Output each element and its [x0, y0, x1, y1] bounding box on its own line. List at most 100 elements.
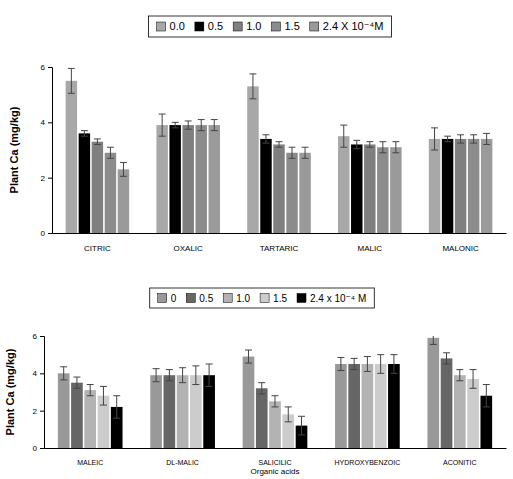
legend-swatch — [157, 22, 166, 31]
chart: 0246CITRICOXALICTARTARICMALICMALONICPlan… — [8, 16, 507, 253]
error-bar-cap — [392, 141, 399, 142]
error-bar-cap — [211, 130, 218, 131]
bar — [247, 86, 258, 233]
error-bar-cap — [206, 364, 213, 365]
error-bar-cap — [245, 350, 252, 351]
category-label: CITRIC — [84, 244, 111, 253]
error-bar-cap — [444, 141, 451, 142]
error-bar-stem — [214, 120, 215, 131]
tick-label: 6 — [41, 63, 46, 72]
error-bar-stem — [201, 120, 202, 131]
tick: 0 — [33, 444, 44, 453]
error-bar-stem — [188, 121, 189, 129]
error-bar-stem — [265, 135, 266, 143]
error-bar-stem — [367, 357, 368, 372]
error-bar-cap — [68, 68, 75, 69]
error-bar — [443, 353, 450, 364]
error-bar-cap — [353, 140, 360, 141]
error-bar-cap — [198, 130, 205, 131]
error-bar-stem — [301, 416, 302, 435]
axis-line — [53, 233, 507, 234]
bar — [454, 375, 466, 448]
legend-label: 0.5 — [199, 293, 213, 304]
error-bar — [470, 370, 477, 389]
tick-mark — [48, 122, 52, 123]
error-bar-cap — [94, 144, 101, 145]
legend-item: 0.5 — [186, 293, 213, 304]
error-bar-cap — [483, 384, 490, 385]
bar — [105, 153, 116, 233]
bar — [66, 81, 77, 233]
category-label: DL-MALIC — [166, 459, 199, 466]
bar — [348, 364, 360, 448]
tick-mark — [48, 67, 52, 68]
category-label: MALONIC — [442, 244, 479, 253]
tick: DL-MALIC — [166, 448, 199, 466]
error-bar — [73, 377, 80, 388]
error-bar-cap — [87, 395, 94, 396]
error-bar-cap — [107, 158, 114, 159]
bar — [273, 144, 284, 233]
error-bar-stem — [395, 142, 396, 153]
bar — [364, 144, 375, 233]
legend-swatch — [186, 294, 195, 303]
error-bar — [298, 416, 305, 435]
x-axis: MALEICDL-MALICSALICILICHYDROXYBENZOICACO… — [45, 448, 507, 466]
tick: TARTARIC — [260, 233, 299, 253]
bar — [169, 125, 180, 233]
legend-items: 00.51.01.52.4 x 10⁻⁴ M — [158, 293, 367, 304]
bar — [195, 125, 206, 233]
bar — [442, 139, 453, 233]
error-bar — [366, 142, 373, 148]
bar — [455, 139, 466, 233]
error-bar — [390, 355, 397, 374]
error-bar — [289, 147, 296, 158]
error-bar — [351, 358, 358, 369]
bar — [150, 375, 162, 448]
legend-swatch — [158, 294, 167, 303]
error-bar — [276, 142, 283, 148]
y-axis: 0246 — [33, 332, 45, 453]
bar — [58, 373, 70, 448]
error-bar — [172, 122, 179, 128]
tick: ACONITIC — [443, 448, 476, 466]
error-bar-cap — [159, 136, 166, 137]
legend-label: 0.0 — [170, 20, 185, 32]
error-bar-stem — [175, 122, 176, 128]
error-bar — [337, 357, 344, 370]
bar — [92, 142, 103, 233]
error-bar — [353, 140, 360, 148]
error-bar — [431, 128, 438, 150]
y-axis-title: Plant Ca (mg/kg) — [8, 106, 20, 193]
bar — [441, 358, 453, 448]
bar — [182, 125, 193, 233]
error-bar-cap — [100, 405, 107, 406]
error-bar — [211, 120, 218, 131]
error-bar-stem — [393, 355, 394, 374]
error-bar-stem — [248, 350, 249, 363]
plot-area — [58, 336, 492, 448]
tick-label: 4 — [33, 369, 38, 378]
bar — [84, 390, 96, 448]
error-bar-cap — [100, 386, 107, 387]
error-bar-stem — [169, 370, 170, 381]
error-bar — [100, 386, 107, 405]
legend-label: 0.5 — [208, 20, 223, 32]
error-bar — [302, 147, 309, 158]
error-bar — [263, 135, 270, 143]
error-bar-cap — [483, 406, 490, 407]
error-bar-cap — [153, 368, 160, 369]
tick-label: 6 — [33, 332, 38, 341]
error-bar-stem — [434, 128, 435, 150]
bar — [467, 379, 479, 448]
error-bar-cap — [276, 141, 283, 142]
error-bar-cap — [337, 370, 344, 371]
error-bar — [456, 370, 463, 381]
error-bar-cap — [258, 382, 265, 383]
error-bar-cap — [456, 369, 463, 370]
bar — [427, 338, 439, 448]
tick-mark — [40, 411, 44, 412]
error-bar — [430, 336, 437, 344]
error-bar-cap — [470, 134, 477, 135]
bar — [156, 125, 167, 233]
